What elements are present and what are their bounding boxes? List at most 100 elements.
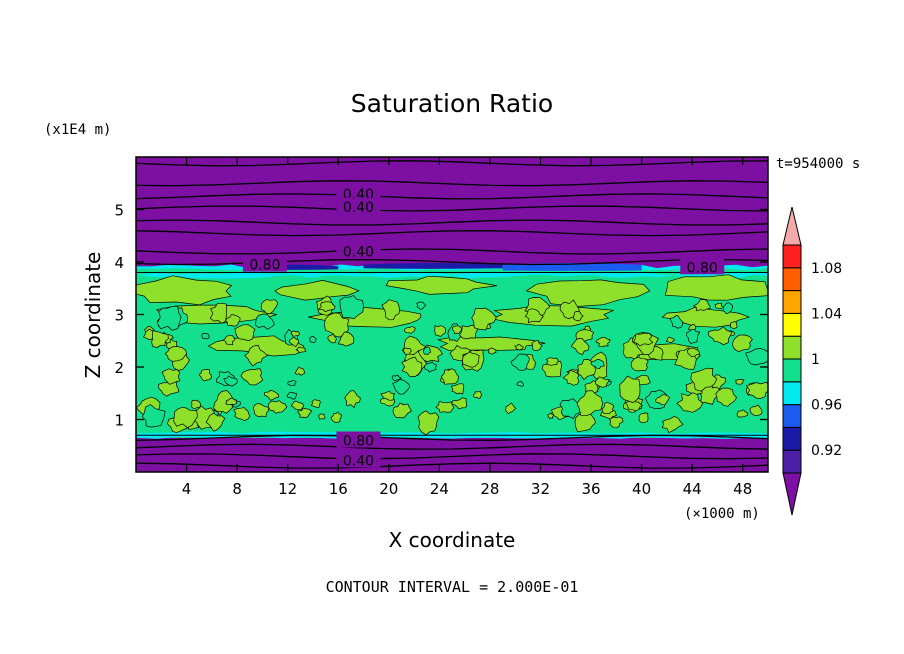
colorbar-over-arrow <box>782 206 802 246</box>
y-tick-label: 2 <box>114 359 124 377</box>
contour-label: 0.80 <box>336 431 381 450</box>
svg-text:0.40: 0.40 <box>343 200 374 216</box>
x-tick-label: 16 <box>329 480 348 498</box>
contour-line <box>136 193 768 200</box>
lime-patch <box>490 304 614 327</box>
lime-patch <box>595 376 610 388</box>
colorbar: 0.92 0.96 1 1.04 1.08 <box>782 206 842 516</box>
lime-patch <box>440 368 459 385</box>
contour-label: 0.40 <box>336 197 381 216</box>
contour-line <box>136 258 768 266</box>
lime-patch <box>732 334 753 353</box>
lime-patch <box>290 400 304 411</box>
lime-patch <box>570 338 590 356</box>
lime-patch <box>225 397 238 406</box>
lime-patch <box>297 407 313 419</box>
lime-patch <box>392 378 410 395</box>
lime-patch <box>295 346 307 353</box>
colorbar-label: 0.96 <box>811 398 842 414</box>
lime-patch <box>686 347 700 357</box>
lime-patch <box>516 380 525 387</box>
lime-patch <box>487 347 497 355</box>
colorbar-swatch <box>782 358 802 383</box>
lime-patch <box>161 368 181 385</box>
lime-patch <box>380 390 396 401</box>
x-tick-label: 44 <box>683 480 702 498</box>
colorbar-swatch <box>782 381 802 406</box>
lime-patch <box>337 331 355 347</box>
contour-label: 0.40 <box>336 242 381 261</box>
contour-line <box>136 230 768 237</box>
lime-patch <box>225 314 241 327</box>
contour-line <box>136 205 768 212</box>
lime-patch <box>164 346 187 362</box>
lime-patch <box>686 328 701 344</box>
colorbar-swatch <box>782 267 802 292</box>
lime-patch <box>462 351 480 368</box>
lime-patch <box>715 387 738 407</box>
lime-patch <box>435 400 455 413</box>
lime-patch <box>714 302 723 309</box>
lime-patch <box>505 402 517 415</box>
y-tick-label: 3 <box>114 307 124 325</box>
contour-line <box>136 180 768 187</box>
lime-patch <box>722 302 733 315</box>
x-tick-label: 4 <box>182 480 192 498</box>
lime-patch <box>391 374 403 382</box>
lime-patch <box>260 299 279 314</box>
colorbar-under-arrow <box>782 472 802 516</box>
contour-interval-label: CONTOUR INTERVAL = 2.000E-01 <box>326 578 579 596</box>
colorbar-label: 1.04 <box>811 306 842 322</box>
colorbar-label: 1.08 <box>811 261 842 277</box>
colorbar-swatch <box>782 335 802 360</box>
lime-patch <box>327 333 337 344</box>
lime-patch <box>234 324 256 342</box>
lime-patch <box>141 404 166 428</box>
lime-patch <box>547 412 554 420</box>
lime-patch <box>385 275 497 295</box>
lime-patch <box>253 403 270 418</box>
chart-title: Saturation Ratio <box>351 89 553 118</box>
lime-patch <box>655 394 671 406</box>
lime-patch <box>736 409 749 418</box>
lime-patch <box>510 353 530 371</box>
lime-patch <box>136 275 233 306</box>
lime-patch <box>381 299 400 321</box>
lime-patch <box>745 348 768 366</box>
lime-patch <box>471 307 497 331</box>
contour-labels: 0.400.400.400.80 0.800.800.40 <box>242 184 725 469</box>
lime-patch <box>339 294 364 319</box>
lime-patch <box>735 378 745 385</box>
contour-label: 0.40 <box>336 451 381 469</box>
colorbar-swatch <box>782 312 802 337</box>
lime-patch <box>531 339 543 351</box>
colorbar-label: 1 <box>811 352 820 368</box>
lime-patch <box>290 330 300 337</box>
lime-patch <box>630 356 649 372</box>
lime-patch <box>403 347 412 355</box>
lime-patch <box>173 406 198 429</box>
colorbar-swatch <box>782 449 802 474</box>
lime-patch <box>590 359 605 369</box>
lime-patch <box>222 334 235 346</box>
x-tick-label: 48 <box>733 480 752 498</box>
lime-patch <box>392 402 412 419</box>
lime-patch <box>213 390 234 414</box>
lime-patch <box>417 410 440 436</box>
lime-patch <box>559 398 581 420</box>
svg-text:0.40: 0.40 <box>343 453 374 469</box>
lime-patch <box>434 325 447 337</box>
svg-text:0.80: 0.80 <box>687 260 718 276</box>
lime-patch <box>287 380 297 387</box>
lime-patch <box>310 398 321 409</box>
contour-line <box>136 160 768 167</box>
lime-patch <box>576 390 603 417</box>
contour-label: 0.80 <box>680 258 725 276</box>
x-tick-label: 28 <box>480 480 499 498</box>
colorbar-label: 0.92 <box>811 443 842 459</box>
lime-patch <box>729 320 738 329</box>
lime-patch <box>198 369 212 382</box>
lime-patch <box>690 367 718 392</box>
contour-line <box>136 219 768 226</box>
lime-patch <box>749 404 763 417</box>
